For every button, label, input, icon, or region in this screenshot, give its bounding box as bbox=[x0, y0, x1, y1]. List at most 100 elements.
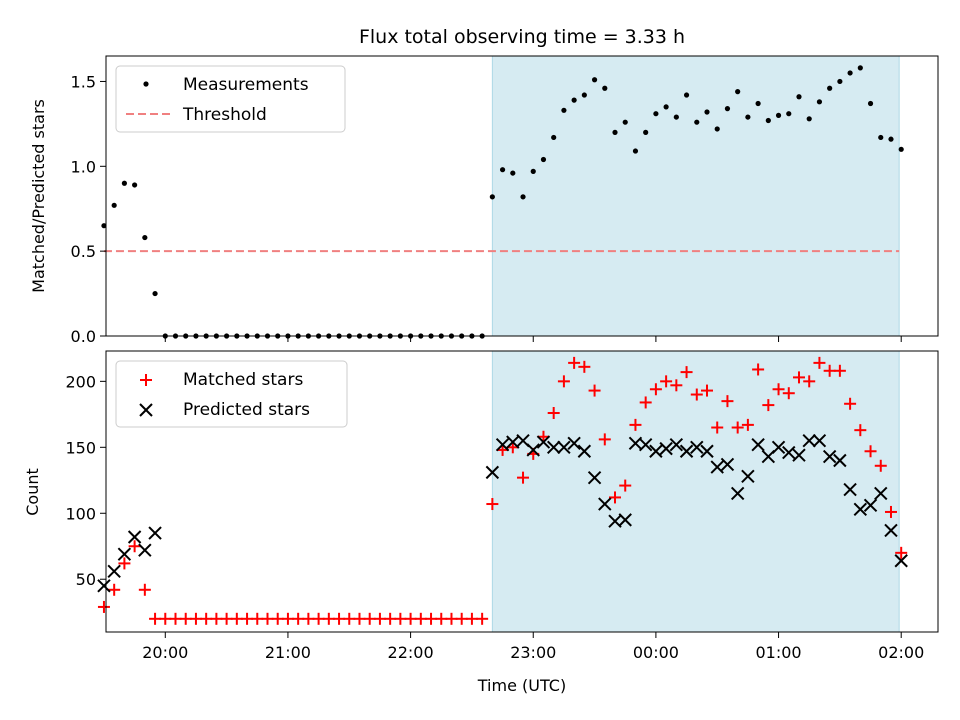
matched-star-point bbox=[895, 546, 908, 559]
y-tick-label: 100 bbox=[65, 504, 96, 523]
legend-matched-label: Matched stars bbox=[183, 370, 303, 390]
predicted-star-point bbox=[557, 440, 571, 455]
matched-star-point bbox=[619, 479, 632, 492]
top-legend: Measurements Threshold bbox=[115, 65, 346, 133]
legend-predicted-marker bbox=[139, 403, 153, 417]
measurement-point bbox=[837, 78, 843, 85]
matched-star-point bbox=[414, 612, 427, 625]
predicted-star-point bbox=[802, 434, 816, 448]
bottom-legend: Matched stars Predicted stars bbox=[115, 360, 348, 428]
legend-predicted-label: Predicted stars bbox=[183, 400, 310, 420]
matched-star-point bbox=[251, 612, 264, 625]
matched-star-point bbox=[711, 421, 724, 434]
predicted-star-point bbox=[567, 436, 581, 451]
matched-star-point bbox=[578, 360, 591, 373]
x-tick-label: 22:00 bbox=[388, 643, 434, 662]
measurement-point bbox=[724, 106, 731, 112]
matched-star-point bbox=[363, 612, 376, 625]
top-shaded-span bbox=[491, 55, 900, 337]
predicted-star-point bbox=[853, 502, 868, 517]
y-tick-label: 0.5 bbox=[71, 242, 96, 261]
matched-star-point bbox=[292, 612, 305, 625]
matched-star-point bbox=[312, 612, 325, 625]
measurement-point bbox=[683, 92, 690, 98]
matched-star-point bbox=[690, 388, 703, 401]
bottom-marks bbox=[97, 356, 908, 625]
matched-star-point bbox=[874, 459, 887, 472]
bottom-y-axis-label: Count bbox=[23, 468, 42, 516]
matched-star-point bbox=[271, 612, 284, 625]
measurement-point bbox=[786, 111, 792, 117]
y-tick-label: 200 bbox=[65, 372, 96, 391]
predicted-star-point bbox=[679, 444, 694, 458]
matched-star-point bbox=[425, 612, 438, 625]
matched-star-point bbox=[435, 612, 448, 625]
measurement-point bbox=[602, 85, 608, 91]
matched-star-point bbox=[568, 356, 581, 369]
predicted-star-point bbox=[884, 523, 898, 538]
predicted-star-point bbox=[690, 440, 704, 455]
predicted-star-point bbox=[782, 445, 796, 460]
predicted-star-point bbox=[710, 460, 724, 474]
y-tick-label: 1.5 bbox=[71, 72, 96, 91]
matched-star-point bbox=[322, 612, 335, 625]
matched-star-point bbox=[210, 612, 223, 625]
matched-star-point bbox=[230, 612, 243, 625]
matched-star-point bbox=[823, 364, 836, 377]
y-tick-label: 0.0 bbox=[71, 327, 96, 346]
matched-star-point bbox=[128, 540, 141, 553]
top-panel: 0.0 0.5 1.0 1.5 Matched/Predicted stars Mea… bbox=[29, 55, 939, 346]
measurement-point bbox=[653, 111, 659, 117]
measurement-point bbox=[806, 116, 812, 122]
measurement-point bbox=[571, 97, 577, 103]
measurement-point bbox=[827, 85, 833, 91]
matched-star-point bbox=[476, 612, 489, 625]
predicted-star-point bbox=[720, 457, 735, 472]
predicted-star-point bbox=[127, 530, 142, 544]
measurement-point bbox=[765, 117, 771, 124]
legend-measurements-marker bbox=[143, 81, 149, 87]
predicted-star-point bbox=[107, 564, 121, 579]
predicted-star-point bbox=[97, 579, 111, 593]
matched-star-point bbox=[353, 612, 366, 625]
y-tick-label: 1.0 bbox=[71, 157, 96, 176]
matched-star-point bbox=[445, 612, 458, 625]
matched-star-point bbox=[884, 505, 897, 518]
predicted-star-point bbox=[485, 465, 500, 480]
matched-star-point bbox=[189, 612, 202, 625]
x-axis-label: Time (UTC) bbox=[477, 676, 566, 695]
predicted-star-point bbox=[495, 437, 510, 452]
top-x-ticks bbox=[164, 336, 902, 342]
predicted-star-point bbox=[117, 547, 132, 561]
measurement-point bbox=[121, 180, 127, 186]
bottom-panel: 50 100 150 200 20:00 21:00 22:00 23:00 00:00 01:… bbox=[23, 350, 939, 695]
matched-star-point bbox=[649, 383, 662, 396]
matched-star-point bbox=[864, 445, 877, 458]
measurement-point bbox=[714, 126, 720, 132]
predicted-star-point bbox=[843, 482, 857, 497]
top-plot-frame bbox=[105, 55, 939, 337]
predicted-star-point bbox=[659, 441, 673, 456]
legend-matched-marker bbox=[140, 374, 152, 386]
predicted-star-point bbox=[526, 443, 540, 457]
matched-star-point bbox=[169, 612, 182, 625]
matched-star-point bbox=[772, 383, 785, 396]
matched-star-point bbox=[97, 600, 110, 613]
matched-star-point bbox=[731, 421, 744, 434]
matched-star-point bbox=[455, 612, 468, 625]
measurement-point bbox=[775, 112, 782, 118]
matched-star-point bbox=[547, 407, 560, 420]
x-tick-label: 21:00 bbox=[265, 643, 311, 662]
predicted-star-point bbox=[771, 440, 786, 455]
predicted-star-point bbox=[546, 440, 561, 455]
measurement-point bbox=[673, 114, 679, 120]
predicted-star-point bbox=[587, 470, 602, 485]
matched-star-point bbox=[404, 612, 417, 625]
matched-star-point bbox=[220, 612, 233, 625]
matched-star-point bbox=[741, 418, 754, 431]
matched-star-point bbox=[680, 366, 693, 379]
measurement-point bbox=[510, 170, 516, 176]
measurement-point bbox=[704, 109, 710, 115]
measurement-point bbox=[551, 134, 557, 141]
